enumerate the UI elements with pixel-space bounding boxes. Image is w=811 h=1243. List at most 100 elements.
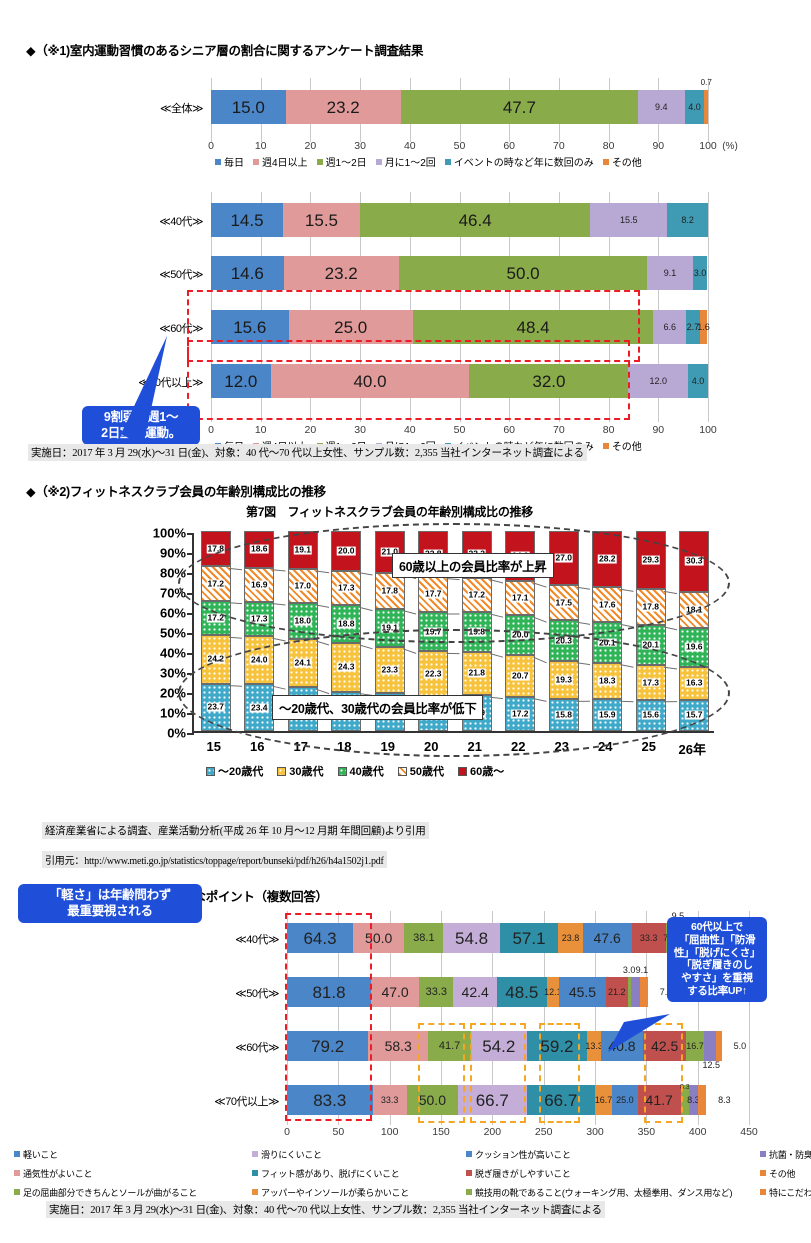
highlight-box-60plus-2 bbox=[469, 1023, 527, 1123]
axis-tick-label: 10% bbox=[159, 705, 186, 721]
chart3-bar-segment: 12.5 bbox=[703, 1031, 720, 1070]
chart2-banner-top: 60歳以上の会員比率が上昇 bbox=[392, 553, 554, 578]
data-label: 17.8 bbox=[206, 543, 226, 554]
chart2-x-label: 16 bbox=[250, 739, 265, 754]
axis-tickmark bbox=[187, 733, 194, 735]
legend-swatch bbox=[206, 766, 215, 776]
highlight-box-60plus-4 bbox=[644, 1023, 684, 1123]
legend-item: 足の屈曲部分できちんとソールが曲がること bbox=[14, 1186, 254, 1199]
axis-tick-label: 0 bbox=[208, 140, 214, 152]
chart3-legend-column-1: 軽いこと 通気性がよいこと 足の屈曲部分できちんとソールが曲がること bbox=[14, 1148, 254, 1205]
legend-item: アッパーやインソールが柔らかいこと bbox=[252, 1186, 472, 1199]
chart1-bar-segment: 9.4 bbox=[637, 90, 685, 124]
axis-tick-label: 250 bbox=[534, 1126, 553, 1138]
chart3-bar-segment: 16.7 bbox=[686, 1031, 704, 1061]
axis-tick-label: 50% bbox=[159, 625, 186, 641]
legend-swatch bbox=[252, 1151, 258, 1157]
legend-label: 滑りにくいこと bbox=[261, 1150, 322, 1160]
legend-label: フィット感があり、脱げにくいこと bbox=[261, 1169, 400, 1179]
legend-item: 抗菌・防臭機能が付いていること bbox=[760, 1148, 811, 1161]
legend-item: 脱ぎ履きがしやすいこと bbox=[466, 1167, 756, 1180]
chart3-note: 実施日：2017 年 3 月 29(水)～31 日(金)、対象：40 代～70 … bbox=[46, 1201, 605, 1218]
chart1-x-axis: 0 10 20 30 40 50 60 70 80 90 100 (%) bbox=[208, 136, 738, 154]
chart3-bar-segment: 45.5 bbox=[559, 977, 606, 1007]
chart3-bar-segment: 38.1 bbox=[404, 923, 444, 953]
legend-swatch bbox=[252, 1170, 258, 1176]
legend-swatch bbox=[760, 1151, 766, 1157]
chart-indoor-exercise-habits: ≪全体≫ 15.0 23.2 47.7 9.4 4.0 0.7 ≪40代≫ 14.5 15.5 46… bbox=[0, 70, 811, 453]
callout-lightness-most-valued: 「軽さ」は年齢問わず 最重要視される bbox=[18, 884, 202, 924]
chart1-bar-segment: 46.4 bbox=[359, 203, 591, 237]
axis-tick-label: 0 bbox=[284, 1126, 290, 1138]
chart1-bar-segment: 15.6 bbox=[211, 310, 289, 344]
legend-swatch bbox=[466, 1170, 472, 1176]
chart3-legend-column-3: クッション性が高いこと 脱ぎ履きがしやすいこと 競技用の靴であること(ウォーキング用… bbox=[466, 1148, 756, 1205]
chart3-row-label: ≪50代≫ bbox=[235, 988, 279, 1000]
axis-tick-label: 100% bbox=[152, 525, 186, 541]
callout-line-6: する比率UP↑ bbox=[687, 984, 747, 997]
chart3-bar-segment: 58.3 bbox=[368, 1031, 429, 1061]
axis-tick-label: 450 bbox=[740, 1126, 758, 1138]
chart3-row-label: ≪70代以上≫ bbox=[214, 1096, 279, 1108]
legend-swatch bbox=[14, 1151, 20, 1157]
legend-item: フィット感があり、脱げにくいこと bbox=[252, 1167, 472, 1180]
data-label: 20.1 bbox=[641, 639, 661, 650]
legend-label: 週4日以上 bbox=[262, 158, 308, 169]
axis-tick-label: 100 bbox=[380, 1126, 399, 1138]
chart1-bar-row: 15.0 23.2 47.7 9.4 4.0 0.7 bbox=[211, 79, 712, 124]
axis-tick-label: 90% bbox=[159, 545, 186, 561]
legend-swatch bbox=[337, 766, 347, 776]
legend-label: 月に1～2回 bbox=[384, 158, 436, 169]
legend-swatch bbox=[397, 766, 407, 776]
chart3-bar-segment: 79.2 bbox=[287, 1031, 369, 1061]
chart3-bar-segment: 33.3 bbox=[419, 977, 454, 1007]
highlight-box-70s bbox=[187, 340, 631, 420]
axis-tick-label: 90 bbox=[652, 140, 665, 152]
legend-label: その他 bbox=[611, 442, 642, 453]
legend-label: クッション性が高いこと bbox=[475, 1150, 571, 1160]
chart3-bar-row: 79.2 58.3 41.7 54.2 59.2 13.3 40.8 42.5 16.7 12.5… bbox=[287, 1031, 746, 1070]
chart1-bar-segment: 15.0 bbox=[211, 90, 286, 124]
data-label: 19.6 bbox=[684, 641, 704, 652]
chart3-bar-segment: 66.7 bbox=[526, 1085, 595, 1115]
axis-tick-label: 300 bbox=[586, 1126, 604, 1138]
axis-tickmark bbox=[187, 713, 194, 715]
axis-tick-label: 40% bbox=[159, 645, 186, 661]
axis-tickmark bbox=[187, 533, 194, 535]
axis-tick-label: 70 bbox=[553, 140, 565, 152]
axis-tick-label: 50 bbox=[332, 1126, 345, 1138]
chart3-bar-segment: 8.3 bbox=[687, 1085, 700, 1115]
axis-tick-label: 30 bbox=[354, 140, 366, 152]
legend-item: ～20歳代 bbox=[206, 763, 263, 779]
callout-line-3: 性」「脱げにくさ」 bbox=[673, 946, 761, 959]
chart3-bar-segment: 13.3 bbox=[585, 1031, 603, 1061]
legend-item: 50歳代 bbox=[397, 763, 444, 779]
highlight-box-lightness bbox=[285, 913, 373, 1121]
legend-item: 40歳代 bbox=[337, 763, 384, 779]
axis-tickmark bbox=[187, 633, 194, 635]
chart3-legend-column-2: 滑りにくいことフィット感があり、脱げにくいことアッパーやインソールが柔らかいこと bbox=[252, 1148, 472, 1205]
axis-tick-label: 100 bbox=[699, 140, 717, 152]
chart1-bar-row: 14.6 23.2 50.0 9.1 3.0 bbox=[211, 256, 708, 290]
highlight-box-60plus-1 bbox=[418, 1023, 465, 1123]
chart1-bar-segment: 1.6 bbox=[697, 310, 710, 344]
chart3-bar-row: 64.350.038.154.857.123.847.633.37.19.54.… bbox=[287, 912, 712, 953]
legend-label: 40歳代 bbox=[349, 766, 384, 778]
chart3-bar-segment: 57.1 bbox=[499, 923, 559, 953]
callout-line-2: 最重要視される bbox=[67, 903, 153, 918]
chart1-legend: 毎日 週4日以上 週1～2日 月に1～2回 イベントの時など年に数回のみ その他 bbox=[215, 154, 651, 169]
legend-label: 30歳代 bbox=[289, 766, 324, 778]
chart3-bar-segment: 8.3 bbox=[697, 1085, 731, 1115]
axis-tick-label: 70 bbox=[553, 424, 565, 436]
chart1-bar-segment: 50.0 bbox=[398, 256, 648, 290]
legend-swatch bbox=[466, 1151, 472, 1157]
legend-swatch bbox=[316, 158, 323, 165]
callout-line-2: 「屈曲性」「防滑 bbox=[678, 933, 756, 946]
chart1-bar-segment: 48.4 bbox=[412, 310, 654, 344]
axis-tickmark bbox=[187, 613, 194, 615]
trend-ellipse-upper bbox=[178, 523, 730, 643]
chart3-legend-column-4: 抗菌・防臭機能が付いていることその他特にこだわりがない bbox=[760, 1148, 811, 1205]
legend-swatch bbox=[215, 158, 221, 165]
chart2-source-url[interactable]: 引用元：http://www.meti.go.jp/statistics/top… bbox=[42, 851, 387, 868]
legend-item: 特にこだわりがない bbox=[760, 1186, 811, 1199]
